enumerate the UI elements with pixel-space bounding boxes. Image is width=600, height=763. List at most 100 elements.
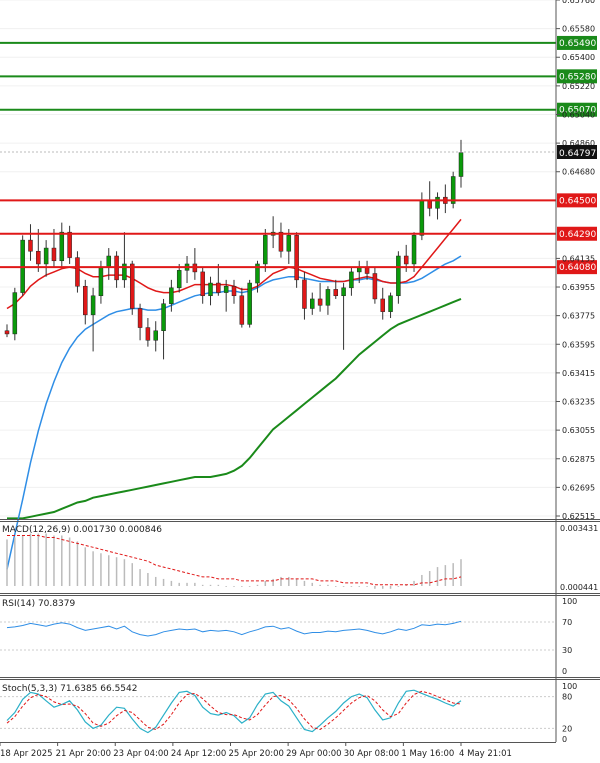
candle-up (263, 235, 268, 265)
rsi-tick-label: 100 (562, 597, 577, 606)
support-resistance-levels: 0.65490 0.65280 0.65070 0.64500 0.64290 0.640… (0, 35, 597, 275)
stoch-tick-label: 100 (562, 682, 577, 691)
candle-down (4, 330, 10, 335)
candle-down (75, 257, 80, 287)
candle-up (450, 176, 456, 204)
support-label: 0.64290 (559, 230, 596, 240)
time-tick-label: 29 Apr 00:00 (286, 749, 341, 759)
price-panel: 0.65490 0.65280 0.65070 0.64500 0.64290 0.640… (0, 0, 597, 570)
candle-down (317, 298, 323, 306)
macd-tick-top: 0.003431 (560, 524, 598, 533)
resistance-label-box (557, 35, 597, 50)
time-tick-label: 23 Apr 04:00 (113, 749, 168, 759)
stoch-panel: 100 80 20 0 Stoch(5,3,3) 71.6385 66.5542 (0, 682, 577, 744)
stoch-k-path (6, 689, 462, 734)
resistance-label: 0.65490 (559, 39, 596, 49)
candle-up (255, 263, 260, 284)
macd-histogram (6, 533, 462, 589)
candle-up (310, 298, 315, 309)
price-tick-label: 0.65760 (562, 0, 595, 5)
candle-up (458, 152, 464, 177)
macd-tick-bottom: 0.000441 (560, 583, 598, 592)
rsi-path (6, 620, 462, 637)
candle-down (372, 273, 378, 300)
candle-up (208, 282, 213, 297)
stoch-lines (6, 689, 462, 734)
time-tick-label: 24 Apr 12:00 (171, 749, 226, 759)
candle-down (403, 255, 409, 265)
macd-signal-path (7, 535, 462, 586)
price-tick-label: 0.65040 (562, 110, 595, 119)
candle-down (333, 289, 339, 297)
candle-down (67, 231, 72, 258)
support-label: 0.64080 (559, 263, 596, 273)
resistance-label-box (557, 102, 597, 117)
candle-up (388, 295, 393, 312)
price-tick-label: 0.65400 (562, 53, 595, 62)
time-tick-label: 4 May 21:01 (459, 749, 512, 759)
candle-up (247, 282, 252, 325)
candle-down (145, 327, 151, 341)
resistance-label: 0.65280 (559, 72, 596, 82)
candle-down (231, 285, 237, 297)
candle-up (153, 330, 158, 341)
candle-down (302, 279, 307, 309)
current-price-label: 0.64797 (559, 149, 596, 159)
candle-up (169, 287, 174, 304)
candle-down (427, 200, 432, 209)
time-tick-label: 21 Apr 20:00 (56, 749, 111, 759)
time-tick-label: 25 Apr 20:00 (229, 749, 284, 759)
rsi-line (6, 620, 462, 637)
rsi-grid: 100 70 30 0 (0, 597, 577, 676)
price-tick-label: 0.63055 (562, 426, 595, 435)
candle-up (349, 271, 354, 289)
candle-down (129, 263, 135, 309)
candle-down (294, 235, 299, 281)
resistance-label-box (557, 69, 597, 84)
support-label-box (557, 226, 597, 241)
price-tick-label: 0.65220 (562, 82, 595, 91)
price-tick-label: 0.63775 (562, 312, 595, 321)
price-tick-label: 0.65580 (562, 25, 595, 34)
candle-down (51, 247, 57, 262)
price-tick-label: 0.64680 (562, 168, 595, 177)
candle-up (223, 285, 229, 293)
candle-up (341, 287, 346, 297)
rsi-tick-label: 30 (562, 646, 572, 655)
candle-up (59, 231, 65, 262)
resistance-label: 0.65070 (559, 106, 596, 116)
rsi-tick-label: 0 (562, 667, 567, 676)
price-tick-label: 0.64860 (562, 139, 595, 148)
stoch-label: Stoch(5,3,3) 71.6385 66.5542 (2, 684, 137, 694)
candle-up (12, 292, 18, 335)
support-label-box (557, 260, 597, 275)
candle-down (83, 285, 88, 316)
price-axis: 0.65760 0.65580 0.65400 0.65220 0.65040 0.648… (556, 0, 595, 521)
price-tick-label: 0.62695 (562, 483, 595, 492)
candle-up (122, 263, 127, 281)
candle-up (176, 270, 182, 289)
candle-down (200, 271, 205, 297)
support-label-box (557, 193, 597, 208)
candle-down (137, 308, 143, 328)
price-tick-label: 0.63235 (562, 398, 595, 407)
price-tick-label: 0.64135 (562, 254, 595, 263)
stoch-tick-label: 80 (562, 693, 572, 702)
candle-down (380, 298, 385, 312)
macd-signal-line (7, 535, 462, 586)
rsi-tick-label: 70 (562, 618, 572, 627)
candle-up (98, 266, 104, 297)
candle-up (161, 303, 166, 331)
macd-panel: MACD(12,26,9) 0.001730 0.000846 0.003431… (2, 524, 598, 592)
candle-up (43, 247, 49, 265)
stoch-tick-label: 20 (562, 724, 572, 733)
candle-up (396, 255, 401, 297)
time-axis: 18 Apr 2025 21 Apr 20:00 23 Apr 04:00 24 Ap… (0, 742, 512, 759)
candle-down (36, 250, 41, 265)
price-tick-label: 0.62875 (562, 455, 595, 464)
time-tick-label: 18 Apr 2025 (0, 749, 53, 759)
candle-up (419, 200, 425, 236)
candle-up (106, 255, 112, 268)
